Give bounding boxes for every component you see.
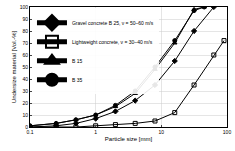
svg-text:1: 1 xyxy=(94,129,97,135)
svg-text:0.1: 0.1 xyxy=(27,129,34,135)
svg-text:Particle size [mm]: Particle size [mm] xyxy=(105,136,153,142)
svg-text:50: 50 xyxy=(22,64,28,70)
svg-text:20: 20 xyxy=(22,100,28,106)
svg-text:90: 90 xyxy=(22,16,28,22)
svg-text:80: 80 xyxy=(22,28,28,34)
svg-text:10: 10 xyxy=(159,129,165,135)
svg-text:B 15: B 15 xyxy=(72,58,83,64)
svg-text:B 35: B 35 xyxy=(72,77,83,83)
svg-text:10: 10 xyxy=(22,112,28,118)
svg-text:30: 30 xyxy=(22,88,28,94)
svg-text:Gravel concrete B 25, ν = 50–6: Gravel concrete B 25, ν = 50–60 m/s xyxy=(72,20,154,26)
svg-text:Undersize material [Vol.-%]: Undersize material [Vol.-%] xyxy=(11,30,17,103)
svg-text:60: 60 xyxy=(22,52,28,58)
svg-text:70: 70 xyxy=(22,40,28,46)
svg-text:Lightweight concrete, ν = 30–4: Lightweight concrete, ν = 30–40 m/s xyxy=(72,39,153,45)
svg-text:40: 40 xyxy=(22,76,28,82)
svg-text:100: 100 xyxy=(20,4,29,10)
svg-text:100: 100 xyxy=(223,129,232,135)
svg-text:0: 0 xyxy=(25,124,28,130)
